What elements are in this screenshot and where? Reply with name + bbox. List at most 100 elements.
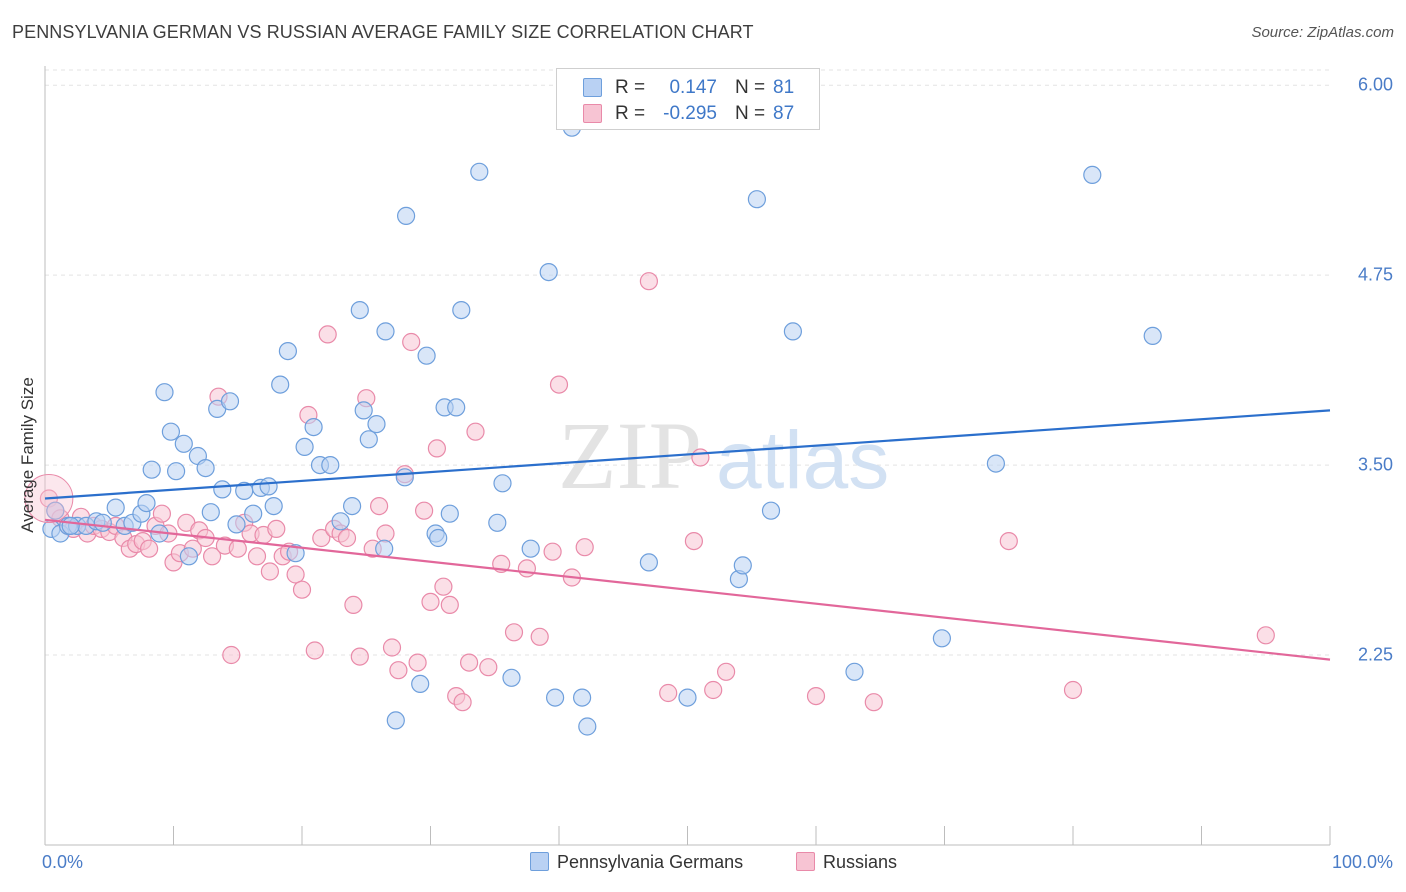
pennsylvania-german-point: [376, 322, 395, 341]
pennsylvania-german-point: [142, 460, 161, 479]
pennsylvania-german-point: [572, 688, 592, 707]
russian-point: [140, 539, 159, 558]
legend-label-blue: Pennsylvania Germans: [557, 852, 744, 872]
russian-point: [659, 683, 678, 703]
y-tick-label: 2.25: [1357, 644, 1393, 665]
pennsylvania-german-point: [167, 462, 186, 481]
pennsylvania-german-point: [295, 437, 314, 456]
russian-point: [479, 658, 498, 677]
russian-point: [402, 332, 421, 352]
russian-point: [864, 693, 883, 712]
pennsylvania-german-point: [733, 556, 752, 575]
pennsylvania-german-point: [213, 480, 232, 499]
pennsylvania-german-point: [93, 513, 112, 532]
pennsylvania-german-point: [678, 688, 697, 707]
russian-point: [460, 653, 479, 672]
pennsylvania-german-point: [747, 190, 767, 209]
russian-point: [517, 559, 537, 578]
x-tick-label-max: 100.0%: [1331, 852, 1393, 872]
russian-point: [376, 524, 395, 543]
pennsylvania-german-point: [761, 501, 781, 520]
pennsylvania-german-point: [447, 398, 466, 417]
pennsylvania-german-point: [201, 503, 220, 522]
pennsylvania-german-point: [488, 513, 507, 532]
russian-point: [716, 662, 736, 681]
trend-line-russians: [44, 518, 1331, 661]
pennsylvania-german-point: [179, 547, 198, 566]
russian-point: [228, 539, 247, 558]
russian-point: [415, 501, 434, 520]
n-label: N =: [735, 77, 766, 98]
x-tick-label-min: 0.0%: [42, 852, 84, 872]
pennsylvania-german-point: [539, 263, 558, 282]
russian-point: [530, 627, 549, 646]
pennsylvania-german-point: [286, 544, 305, 563]
pennsylvania-german-point: [278, 342, 297, 361]
pennsylvania-german-point: [321, 456, 340, 475]
pennsylvania-german-point: [395, 468, 414, 487]
russian-point: [806, 686, 826, 706]
blue-swatch: [583, 78, 602, 97]
russian-point: [504, 623, 524, 642]
russian-point: [267, 519, 286, 539]
stats-row-pink: R = -0.295 N = 87: [557, 101, 819, 127]
data-points: [24, 118, 1275, 736]
pennsylvania-german-point: [417, 346, 436, 365]
pennsylvania-german-point: [367, 415, 386, 434]
russian-point: [247, 547, 267, 566]
russian-point: [1063, 680, 1083, 700]
russian-point: [389, 661, 408, 680]
pennsylvania-german-point: [227, 515, 246, 534]
russian-point: [305, 641, 324, 660]
russian-point: [639, 272, 659, 291]
n-value: 87: [773, 103, 795, 124]
russian-point: [382, 638, 402, 657]
russian-point: [549, 375, 569, 394]
pennsylvania-german-point: [1083, 165, 1102, 184]
trend-line-pennsylvania-germans: [44, 409, 1331, 500]
legend-swatch-pink: [796, 852, 815, 871]
pennsylvania-german-point: [271, 375, 290, 394]
pennsylvania-german-point: [429, 528, 448, 548]
pennsylvania-german-point: [375, 539, 394, 558]
russian-point: [203, 547, 222, 566]
russian-point: [312, 528, 331, 548]
pennsylvania-german-point: [493, 474, 512, 493]
chart-title: PENNSYLVANIA GERMAN VS RUSSIAN AVERAGE F…: [12, 22, 754, 42]
pennsylvania-german-point: [350, 301, 369, 320]
russian-point: [344, 595, 363, 615]
r-label: R =: [615, 77, 646, 98]
pennsylvania-german-point: [61, 516, 80, 536]
pennsylvania-german-point: [155, 383, 174, 402]
pennsylvania-german-point: [354, 401, 373, 420]
russian-point: [434, 577, 453, 596]
pennsylvania-german-point: [440, 504, 459, 523]
pennsylvania-german-point: [304, 418, 323, 437]
russian-point: [152, 504, 171, 523]
russian-point: [453, 693, 472, 712]
russian-point: [427, 439, 446, 458]
russian-point: [408, 653, 427, 672]
pennsylvania-german-point: [397, 206, 416, 225]
y-axis-label: Average Family Size: [18, 377, 37, 533]
pennsylvania-german-point: [244, 504, 263, 523]
y-tick-label: 6.00: [1357, 74, 1393, 95]
pennsylvania-german-point: [359, 430, 378, 449]
pennsylvania-german-point: [578, 717, 597, 736]
pennsylvania-german-point: [411, 674, 430, 694]
russian-point: [286, 565, 305, 584]
y-tick-label: 4.75: [1357, 264, 1393, 285]
axes: [44, 66, 1331, 846]
russian-point: [575, 538, 594, 557]
y-tick-label: 3.50: [1357, 454, 1393, 475]
pennsylvania-german-point: [161, 422, 180, 441]
stats-row-blue: R = 0.147 N = 81: [557, 75, 819, 101]
pennsylvania-german-point: [639, 553, 659, 572]
pennsylvania-german-point: [259, 477, 278, 496]
pennsylvania-german-point: [343, 497, 362, 516]
russian-point: [999, 531, 1018, 551]
r-value: -0.295: [663, 103, 717, 124]
n-label: N =: [735, 103, 766, 124]
pennsylvania-german-point: [521, 539, 540, 558]
